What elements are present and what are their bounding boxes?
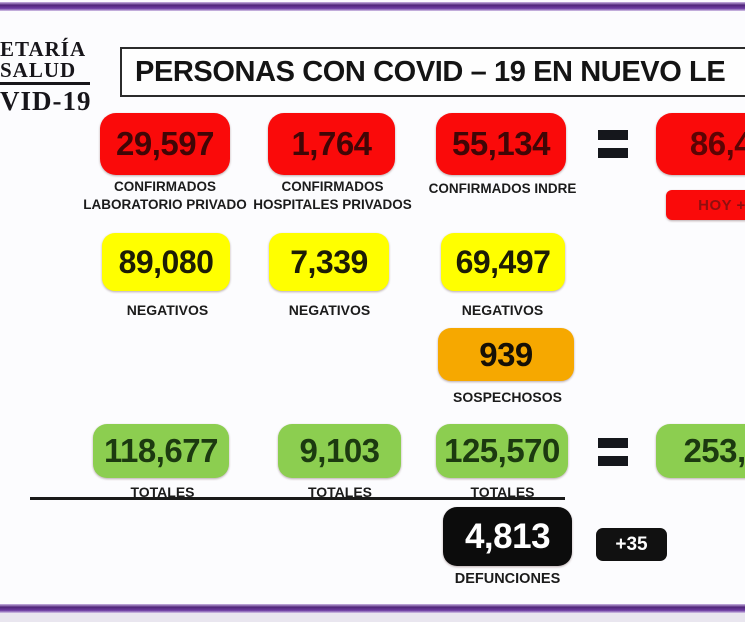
grand-total-value: 253,3 xyxy=(683,432,745,469)
confirmed-indre-value: 55,134 xyxy=(452,125,550,162)
confirmed-private-lab-label: CONFIRMADOS LABORATORIO PRIVADO xyxy=(70,178,260,214)
confirmed-private-hospitals-value: 1,764 xyxy=(291,125,372,162)
negatives-label-1: NEGATIVOS xyxy=(126,302,209,318)
label-line: CONFIRMADOS xyxy=(281,179,384,194)
label-line: CONFIRMADOS INDRE xyxy=(428,181,577,196)
deaths-delta-text: +35 xyxy=(615,533,648,555)
totals-private-lab-box: 118,677 xyxy=(93,424,229,478)
totals-indre-box: 125,570 xyxy=(436,424,568,478)
negatives-label-2: NEGATIVOS xyxy=(288,302,371,318)
label-line: CONFIRMADOS xyxy=(114,179,216,194)
negatives-private-hospitals-value: 7,339 xyxy=(290,243,368,280)
totals-divider-line xyxy=(30,497,565,500)
totals-private-hospitals-value: 9,103 xyxy=(299,432,380,469)
label-line: LABORATORIO PRIVADO xyxy=(83,197,247,212)
bottom-margin-strip xyxy=(0,613,745,622)
negatives-indre-value: 69,497 xyxy=(455,243,551,280)
confirmed-indre-label: CONFIRMADOS INDRE xyxy=(410,180,595,198)
negatives-label-3: NEGATIVOS xyxy=(461,302,544,318)
confirmed-indre-box: 55,134 xyxy=(436,113,566,175)
suspects-box: 939 xyxy=(438,328,574,381)
deaths-box: 4,813 xyxy=(443,507,572,566)
confirmed-private-lab-value: 29,597 xyxy=(116,125,214,162)
totals-private-hospitals-box: 9,103 xyxy=(278,424,401,478)
totals-indre-value: 125,570 xyxy=(444,432,560,469)
logo-line-1: ETARÍA xyxy=(0,37,87,61)
totals-label-1: TOTALES xyxy=(130,484,195,500)
bottom-accent-bar xyxy=(0,604,745,613)
today-increment-badge: HOY + xyxy=(666,190,745,220)
negatives-indre-box: 69,497 xyxy=(441,233,565,291)
grand-total-box: 253,3 xyxy=(656,424,745,478)
label-line: HOSPITALES PRIVADOS xyxy=(253,197,412,212)
confirmed-private-lab-box: 29,597 xyxy=(100,113,230,175)
totals-label-3: TOTALES xyxy=(470,484,535,500)
negatives-private-lab-box: 89,080 xyxy=(102,233,230,291)
page-title: PERSONAS CON COVID – 19 EN NUEVO LE xyxy=(135,56,726,88)
deaths-value: 4,813 xyxy=(464,516,551,556)
confirmed-total-value: 86,4 xyxy=(689,125,745,162)
confirmed-private-hospitals-box: 1,764 xyxy=(268,113,395,175)
top-accent-bar xyxy=(0,2,745,11)
totals-private-lab-value: 118,677 xyxy=(104,432,218,469)
logo-line-2: SALUD xyxy=(0,58,77,82)
negatives-private-lab-value: 89,080 xyxy=(118,243,214,280)
suspects-value: 939 xyxy=(479,335,533,373)
confirmed-total-box: 86,4 xyxy=(656,113,745,175)
logo-underline xyxy=(0,82,90,85)
suspects-label: SOSPECHOSOS xyxy=(453,389,562,405)
confirmed-private-hospitals-label: CONFIRMADOS HOSPITALES PRIVADOS xyxy=(240,178,425,214)
negatives-private-hospitals-box: 7,339 xyxy=(269,233,389,291)
logo-line-3: VID-19 xyxy=(0,86,92,116)
totals-label-2: TOTALES xyxy=(307,484,373,500)
today-increment-text: HOY + xyxy=(698,196,745,214)
deaths-delta-badge: +35 xyxy=(596,528,667,561)
deaths-label: DEFUNCIONES xyxy=(454,571,561,587)
title-box: PERSONAS CON COVID – 19 EN NUEVO LE xyxy=(120,47,745,97)
